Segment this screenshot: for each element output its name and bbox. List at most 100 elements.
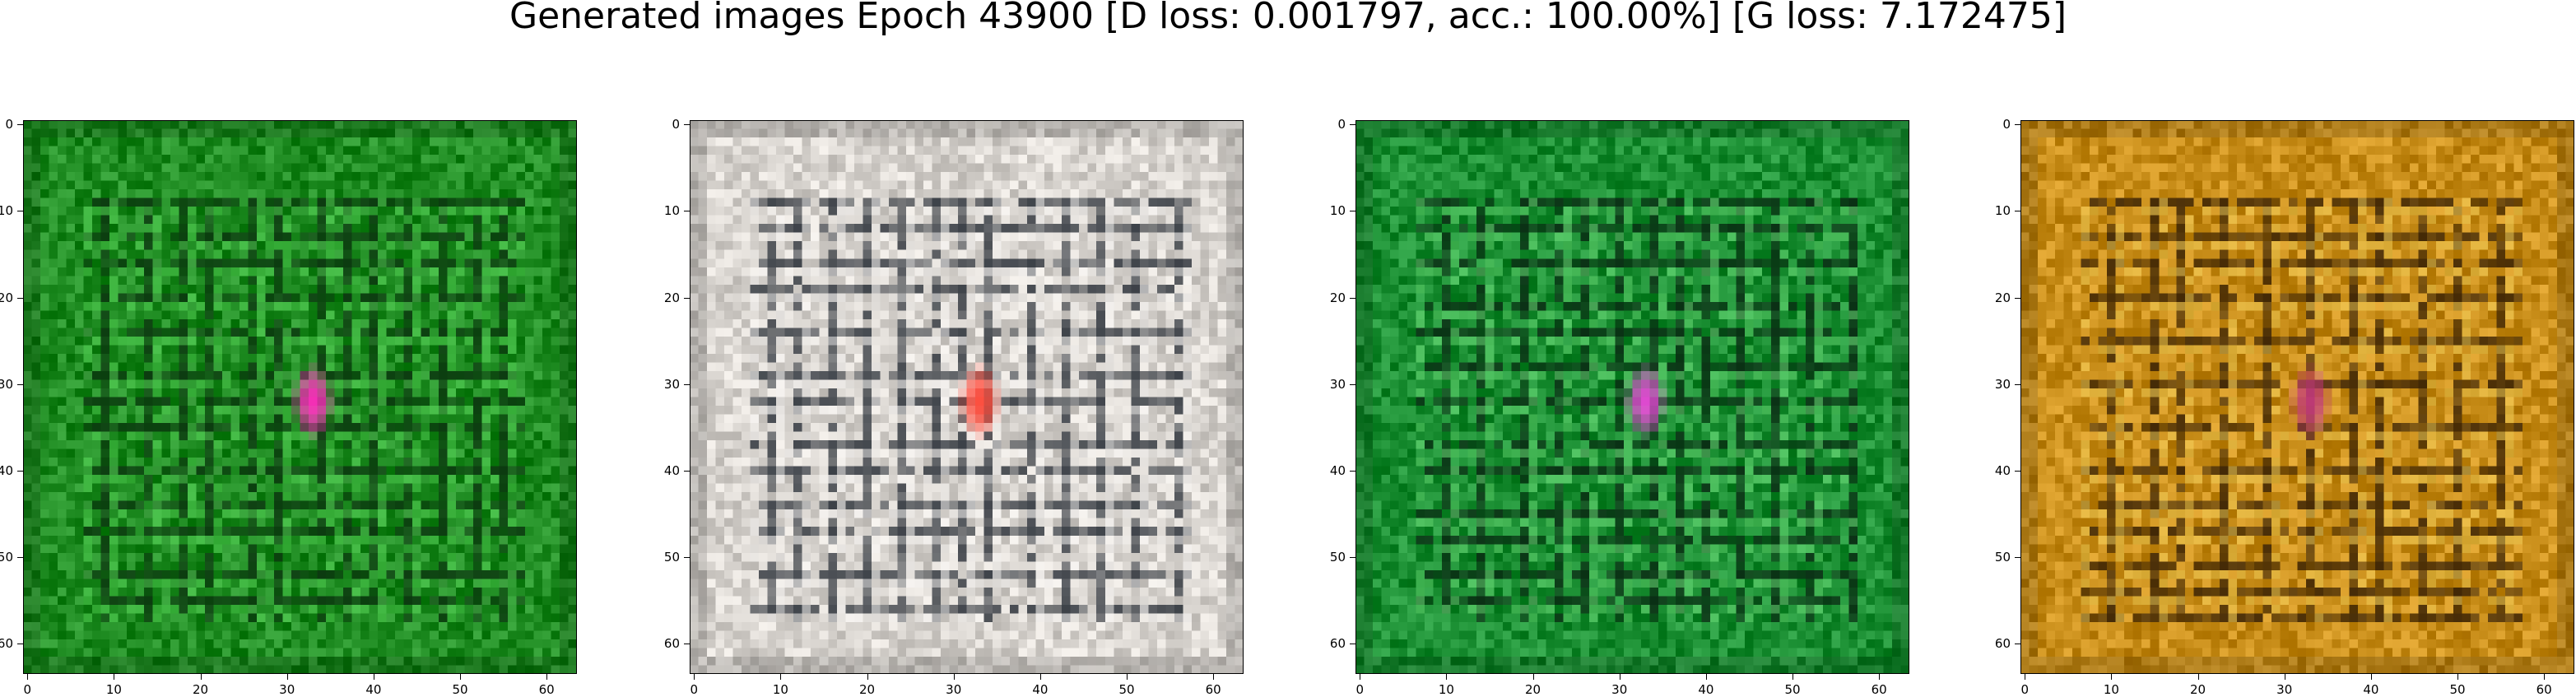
y-tick-label: 20 (663, 290, 680, 305)
x-tick-label: 50 (1118, 682, 1135, 697)
y-tick-mark (2015, 124, 2020, 126)
y-tick-mark (17, 557, 23, 559)
y-tick-label: 30 (0, 376, 13, 392)
y-tick-mark (684, 557, 690, 559)
x-tick-mark (953, 674, 955, 680)
generated-image-1 (23, 120, 577, 674)
x-tick-label: 10 (772, 682, 788, 697)
y-tick-label: 60 (0, 636, 13, 652)
x-tick-mark (2370, 674, 2372, 680)
y-tick-label: 40 (0, 462, 13, 478)
y-tick-label: 50 (0, 550, 13, 565)
x-tick-label: 10 (2103, 682, 2119, 697)
x-tick-label: 30 (946, 682, 962, 697)
x-tick-mark (867, 674, 868, 680)
y-tick-label: 50 (663, 550, 680, 565)
generated-image-panel-1: 0 0 10 10 20 20 30 30 40 40 50 50 60 60 (0, 118, 577, 696)
x-tick-mark (1213, 674, 1215, 680)
x-tick-label: 20 (1525, 682, 1541, 697)
x-tick-label: 20 (2190, 682, 2206, 697)
x-tick-mark (1446, 674, 1448, 680)
y-tick-mark (1350, 383, 1355, 385)
y-tick-label: 10 (1994, 203, 2011, 219)
x-tick-label: 20 (193, 682, 209, 697)
y-tick-label: 20 (1994, 290, 2011, 305)
x-tick-label: 60 (1871, 682, 1887, 697)
x-tick-label: 40 (2363, 682, 2379, 697)
y-tick-label: 0 (1337, 117, 1346, 132)
x-tick-label: 0 (23, 682, 32, 697)
y-tick-label: 50 (1994, 550, 2011, 565)
y-tick-label: 0 (672, 117, 680, 132)
x-tick-mark (2197, 674, 2199, 680)
axes-frame (1355, 120, 1909, 674)
x-tick-mark (286, 674, 288, 680)
axes-frame (23, 120, 577, 674)
x-tick-label: 40 (365, 682, 382, 697)
y-tick-mark (1350, 557, 1355, 559)
x-tick-label: 30 (2276, 682, 2293, 697)
y-tick-label: 40 (1329, 462, 1346, 478)
y-tick-label: 10 (0, 203, 13, 219)
x-tick-label: 50 (452, 682, 468, 697)
x-tick-mark (2544, 674, 2546, 680)
y-tick-label: 30 (663, 376, 680, 392)
y-tick-mark (1350, 297, 1355, 299)
y-tick-mark (684, 383, 690, 385)
x-tick-mark (694, 674, 695, 680)
y-tick-mark (17, 470, 23, 472)
x-tick-label: 0 (2020, 682, 2030, 697)
x-tick-mark (27, 674, 29, 680)
x-tick-mark (200, 674, 202, 680)
y-tick-label: 30 (1994, 376, 2011, 392)
generated-image-panel-3: 0 0 10 10 20 20 30 30 40 40 50 50 60 60 (1330, 118, 1909, 696)
generated-image-3 (1355, 120, 1909, 674)
x-tick-label: 20 (859, 682, 876, 697)
x-tick-label: 40 (1032, 682, 1049, 697)
x-tick-mark (2111, 674, 2113, 680)
generated-image-panel-2: 0 0 10 10 20 20 30 30 40 40 50 50 60 60 (664, 118, 1244, 696)
y-tick-mark (684, 124, 690, 126)
y-tick-mark (2015, 557, 2020, 559)
y-tick-label: 30 (1329, 376, 1346, 392)
figure-title: Generated images Epoch 43900 [D loss: 0.… (509, 0, 2067, 37)
y-tick-mark (2015, 383, 2020, 385)
axes-frame (2020, 120, 2574, 674)
x-tick-mark (1532, 674, 1534, 680)
x-tick-label: 10 (1438, 682, 1454, 697)
x-tick-label: 10 (105, 682, 122, 697)
x-tick-mark (1127, 674, 1128, 680)
x-tick-label: 50 (2449, 682, 2466, 697)
x-tick-label: 40 (1698, 682, 1714, 697)
y-tick-label: 20 (0, 290, 13, 305)
y-tick-mark (1350, 124, 1355, 126)
y-tick-label: 60 (663, 636, 680, 652)
x-tick-mark (1705, 674, 1707, 680)
x-tick-mark (2457, 674, 2459, 680)
x-tick-label: 30 (1611, 682, 1628, 697)
y-tick-label: 10 (1329, 203, 1346, 219)
y-tick-label: 0 (2002, 117, 2011, 132)
y-tick-mark (684, 297, 690, 299)
y-tick-label: 40 (1994, 462, 2011, 478)
generated-image-panel-4: 0 0 10 10 20 20 30 30 40 40 50 50 60 60 (1995, 118, 2574, 696)
x-tick-label: 60 (1205, 682, 1221, 697)
y-tick-label: 60 (1994, 636, 2011, 652)
axes-frame (690, 120, 1244, 674)
generated-image-2 (690, 120, 1244, 674)
y-tick-label: 60 (1329, 636, 1346, 652)
x-tick-label: 0 (1355, 682, 1365, 697)
y-tick-label: 10 (663, 203, 680, 219)
y-tick-mark (2015, 470, 2020, 472)
x-tick-mark (1879, 674, 1881, 680)
x-tick-label: 0 (690, 682, 699, 697)
y-tick-mark (17, 124, 23, 126)
x-tick-label: 50 (1784, 682, 1801, 697)
x-tick-mark (1039, 674, 1041, 680)
y-tick-label: 40 (663, 462, 680, 478)
y-tick-label: 50 (1329, 550, 1346, 565)
x-tick-label: 60 (538, 682, 555, 697)
x-tick-mark (546, 674, 548, 680)
x-tick-mark (460, 674, 462, 680)
x-tick-label: 30 (279, 682, 295, 697)
